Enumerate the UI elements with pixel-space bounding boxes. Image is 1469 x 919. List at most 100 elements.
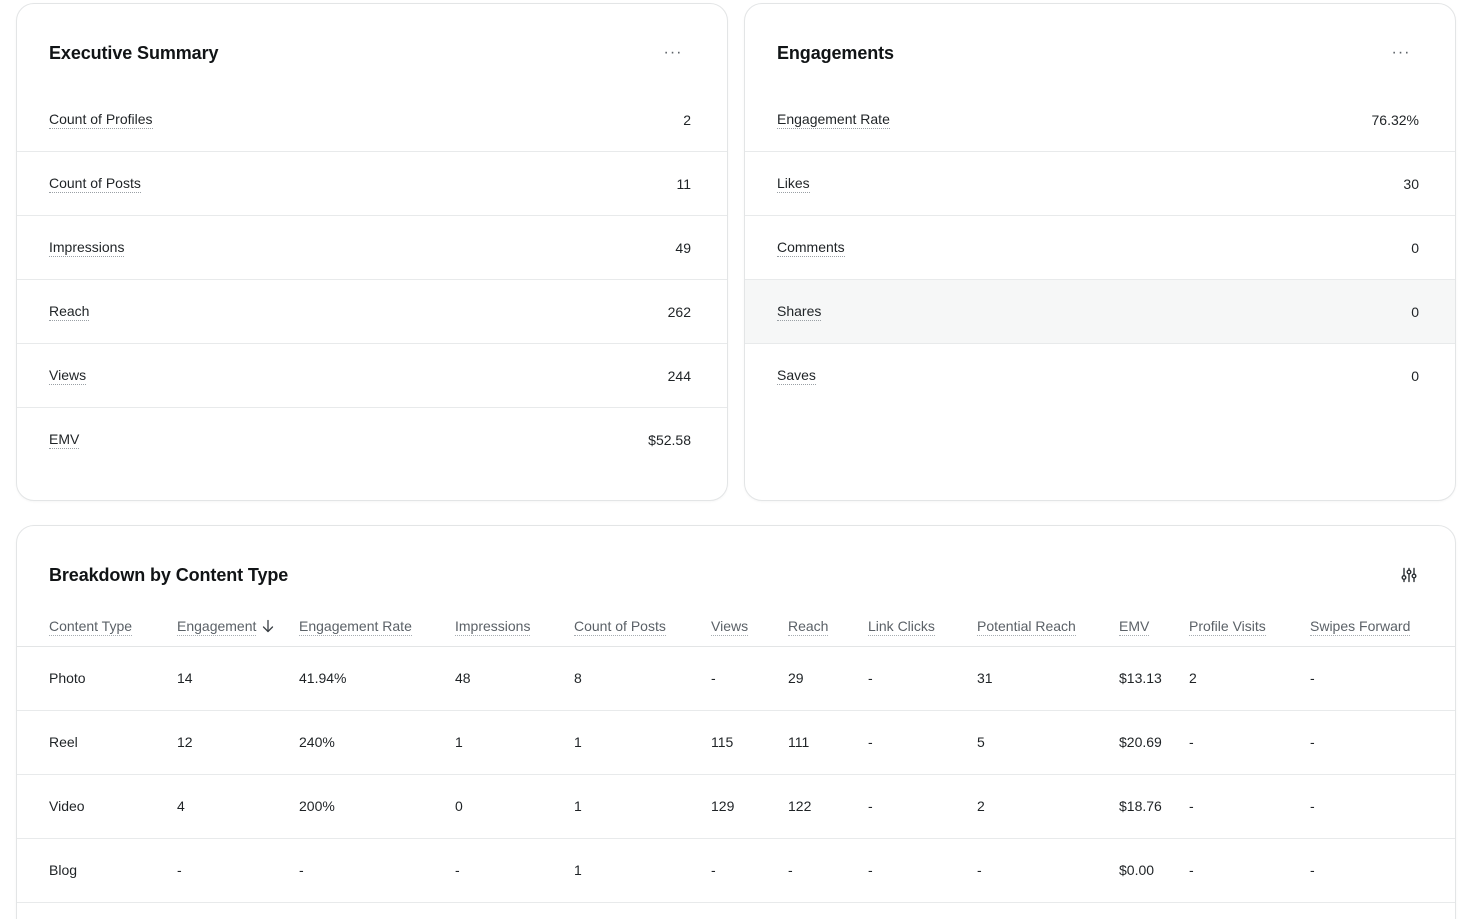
- column-header-content-type[interactable]: Content Type: [17, 612, 177, 647]
- metric-label: Reach: [49, 302, 90, 321]
- metric-value: 30: [1403, 175, 1419, 192]
- metric-row-engagement-rate[interactable]: Engagement Rate 76.32%: [745, 88, 1455, 152]
- metric-value: $52.58: [648, 432, 691, 448]
- column-header-profile-visits[interactable]: Profile Visits: [1189, 612, 1310, 647]
- table-row[interactable]: Photo 14 41.94% 48 8 - 29 - 31 $13.13 2 …: [17, 646, 1455, 711]
- metric-value: 0: [1411, 239, 1419, 256]
- metric-label: Count of Profiles: [49, 110, 153, 129]
- table-cell: 29: [788, 646, 868, 711]
- table-cell: -: [1310, 646, 1455, 711]
- arrow-down-icon[interactable]: [262, 619, 274, 636]
- metric-row-comments[interactable]: Comments 0: [745, 216, 1455, 280]
- metric-row-impressions[interactable]: Impressions 49: [17, 216, 727, 280]
- metric-label: Comments: [777, 238, 845, 257]
- column-header-potential-reach[interactable]: Potential Reach: [977, 612, 1119, 647]
- engagements-title: Engagements: [777, 42, 894, 63]
- table-cell: 31: [977, 646, 1119, 711]
- column-header-label: Potential Reach: [977, 618, 1076, 636]
- table-cell: 5: [977, 710, 1119, 775]
- more-options-icon[interactable]: ···: [663, 44, 683, 61]
- table-cell: 115: [711, 710, 788, 775]
- sliders-icon[interactable]: [1395, 561, 1423, 589]
- executive-summary-title: Executive Summary: [49, 42, 219, 63]
- table-cell: -: [177, 838, 299, 903]
- table-cell: -: [1310, 710, 1455, 775]
- table-cell: -: [977, 838, 1119, 903]
- metric-row-count-of-profiles[interactable]: Count of Profiles 2: [17, 88, 727, 152]
- table-cell: -: [868, 710, 977, 775]
- column-header-count-of-posts[interactable]: Count of Posts: [574, 612, 711, 647]
- column-header-impressions[interactable]: Impressions: [455, 612, 574, 647]
- table-cell: Reel: [17, 710, 177, 775]
- executive-summary-header: Executive Summary ···: [49, 38, 695, 68]
- table-cell: 1: [455, 710, 574, 775]
- table-cell: 240%: [299, 710, 455, 775]
- column-header-label: Views: [711, 618, 749, 636]
- metric-label: EMV: [49, 431, 80, 449]
- table-header-row: Content Type Engagement Engagement Rate …: [17, 612, 1455, 647]
- table-cell: -: [1189, 710, 1310, 775]
- metric-value: 49: [675, 239, 691, 256]
- metric-value: 76.32%: [1371, 111, 1419, 128]
- column-header-engagement-rate[interactable]: Engagement Rate: [299, 612, 455, 647]
- metric-label: Count of Posts: [49, 174, 141, 193]
- column-header-views[interactable]: Views: [711, 612, 788, 647]
- column-header-engagement[interactable]: Engagement: [177, 612, 299, 647]
- table-cell: 2: [977, 774, 1119, 839]
- executive-summary-metrics: Count of Profiles 2 Count of Posts 11 Im…: [17, 88, 727, 472]
- metric-value: 0: [1411, 368, 1419, 384]
- metric-row-likes[interactable]: Likes 30: [745, 152, 1455, 216]
- column-header-label: Content Type: [49, 618, 133, 636]
- table-cell: -: [455, 838, 574, 903]
- metric-row-views[interactable]: Views 244: [17, 344, 727, 408]
- breakdown-title: Breakdown by Content Type: [49, 564, 289, 585]
- table-row[interactable]: Reel 12 240% 1 1 115 111 - 5 $20.69 - -: [17, 710, 1455, 775]
- table-cell: Photo: [17, 646, 177, 711]
- table-cell: 122: [788, 774, 868, 839]
- column-header-label: Engagement Rate: [299, 618, 412, 636]
- metric-row-saves[interactable]: Saves 0: [745, 344, 1455, 408]
- column-header-link-clicks[interactable]: Link Clicks: [868, 612, 977, 647]
- breakdown-header: Breakdown by Content Type: [49, 560, 1423, 590]
- column-header-swipes-forward[interactable]: Swipes Forward: [1310, 612, 1455, 647]
- column-header-label: EMV: [1119, 618, 1150, 636]
- column-header-reach[interactable]: Reach: [788, 612, 868, 647]
- executive-summary-card: Executive Summary ··· Count of Profiles …: [16, 3, 728, 501]
- table-cell: 41.94%: [299, 646, 455, 711]
- metric-value: 2: [683, 111, 691, 128]
- table-cell: -: [868, 646, 977, 711]
- table-cell: 0: [455, 774, 574, 839]
- column-header-label: Link Clicks: [868, 618, 935, 636]
- table-cell: -: [1310, 838, 1455, 903]
- metric-label: Engagement Rate: [777, 110, 890, 129]
- table-cell: 129: [711, 774, 788, 839]
- column-header-label: Swipes Forward: [1310, 618, 1411, 636]
- table-cell: $20.69: [1119, 710, 1189, 775]
- metric-value: 244: [667, 367, 691, 384]
- table-cell: 111: [788, 710, 868, 775]
- table-cell: 2: [1189, 646, 1310, 711]
- metric-row-shares[interactable]: Shares 0: [745, 280, 1455, 344]
- metric-label: Impressions: [49, 238, 125, 257]
- engagements-metrics: Engagement Rate 76.32% Likes 30 Comments…: [745, 88, 1455, 408]
- table-cell: -: [711, 838, 788, 903]
- table-cell: $13.13: [1119, 646, 1189, 711]
- metric-label: Likes: [777, 174, 810, 193]
- column-header-emv[interactable]: EMV: [1119, 612, 1189, 647]
- table-cell: Video: [17, 774, 177, 839]
- table-cell: -: [1310, 774, 1455, 839]
- engagements-header: Engagements ···: [777, 38, 1423, 68]
- table-row[interactable]: Video 4 200% 0 1 129 122 - 2 $18.76 - -: [17, 774, 1455, 839]
- more-options-icon[interactable]: ···: [1391, 44, 1411, 61]
- table-cell: 4: [177, 774, 299, 839]
- table-cell: 1: [574, 838, 711, 903]
- metric-value: 0: [1411, 303, 1419, 320]
- table-cell: -: [1189, 838, 1310, 903]
- metric-row-emv[interactable]: EMV $52.58: [17, 408, 727, 472]
- metric-row-reach[interactable]: Reach 262: [17, 280, 727, 344]
- table-cell: 200%: [299, 774, 455, 839]
- column-header-label: Reach: [788, 618, 829, 636]
- table-row[interactable]: Blog - - - 1 - - - - $0.00 - -: [17, 838, 1455, 903]
- table-cell: 1: [574, 774, 711, 839]
- metric-row-count-of-posts[interactable]: Count of Posts 11: [17, 152, 727, 216]
